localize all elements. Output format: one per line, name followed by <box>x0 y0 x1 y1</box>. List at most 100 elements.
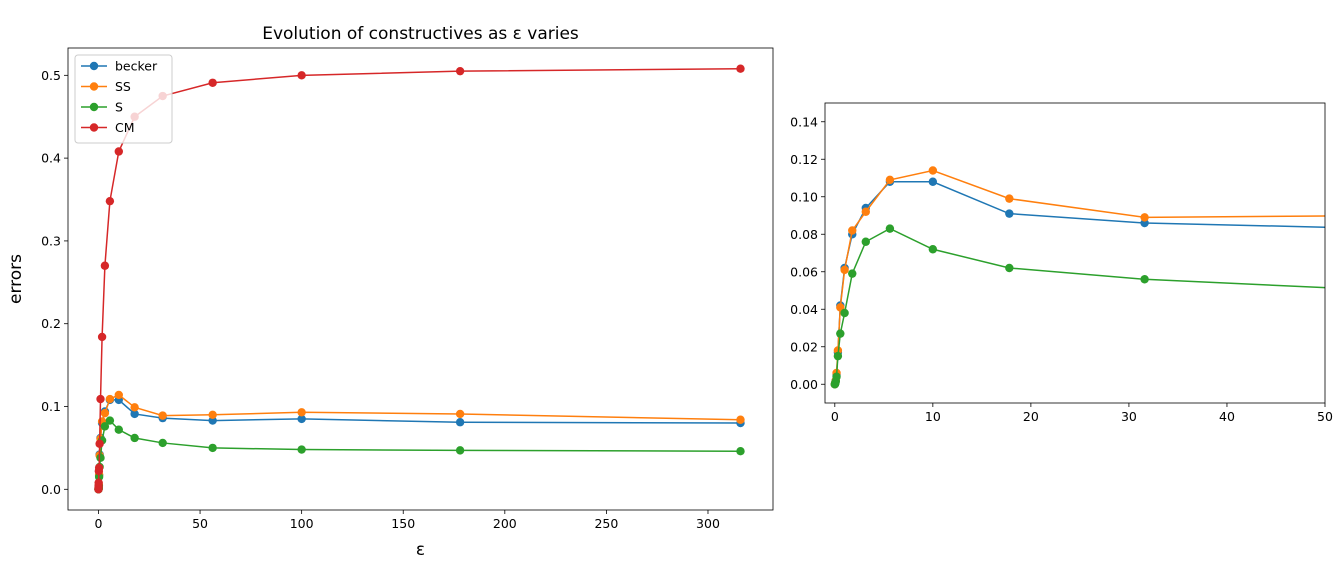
plot-area <box>830 166 1325 389</box>
data-point <box>1005 209 1014 218</box>
x-tick-label: 20 <box>1023 409 1039 424</box>
y-tick-label: 0.08 <box>790 227 818 242</box>
data-point <box>97 332 107 342</box>
y-axis-label: errors <box>6 254 26 304</box>
data-point <box>848 269 857 278</box>
data-point <box>208 410 217 419</box>
series-line-SS <box>97 394 741 490</box>
legend-marker <box>89 82 99 91</box>
data-point <box>455 66 465 76</box>
data-point <box>100 408 110 418</box>
chart-title: Evolution of constructives as ε varies <box>262 24 579 44</box>
axes-frame <box>67 47 774 511</box>
data-point <box>208 78 217 87</box>
data-point <box>100 261 110 270</box>
data-point <box>105 196 115 206</box>
data-point <box>94 463 104 472</box>
data-point <box>840 265 849 275</box>
y-tick-label: 0.3 <box>41 233 61 248</box>
x-axis-label: ε <box>416 540 425 560</box>
y-tick-label: 0.02 <box>790 339 818 354</box>
data-point <box>114 425 123 434</box>
x-tick-label: 40 <box>1219 409 1235 424</box>
data-point <box>96 394 105 404</box>
legend-label: S <box>115 100 123 115</box>
plot-area <box>94 64 745 494</box>
data-point <box>885 175 895 185</box>
data-point <box>100 422 110 431</box>
data-point <box>1005 263 1014 273</box>
data-point <box>105 394 115 404</box>
data-point <box>1005 194 1014 203</box>
y-tick-label: 0.00 <box>790 377 818 392</box>
zoom-chart: 0 10 20 30 40 50 0.00 0.02 0.04 0.06 0.08 0.10 0.12 0… <box>790 102 1333 424</box>
legend-item-becker: becker <box>81 59 158 74</box>
data-point <box>836 329 845 338</box>
legend-label: CM <box>115 120 135 135</box>
legend-marker <box>89 102 99 112</box>
data-point <box>297 71 306 80</box>
x-tick-label: 150 <box>391 516 415 531</box>
data-point <box>455 409 465 419</box>
series-line-CM <box>97 67 741 490</box>
data-point <box>840 308 849 318</box>
data-point <box>208 416 217 425</box>
x-tick-label: 50 <box>1317 409 1333 424</box>
data-point <box>297 414 306 424</box>
y-tick-label: 0.12 <box>790 152 818 167</box>
data-point <box>95 439 104 448</box>
legend-label: becker <box>115 59 158 74</box>
x-tick-label: 30 <box>1121 409 1137 424</box>
data-point <box>736 447 745 456</box>
data-point <box>885 224 895 233</box>
y-tick-label: 0.4 <box>41 151 61 166</box>
x-tick-label: 250 <box>594 516 618 531</box>
y-tick-label: 0.5 <box>41 68 61 83</box>
data-point <box>861 237 870 246</box>
data-point <box>928 245 938 254</box>
data-point <box>736 64 745 73</box>
data-point <box>130 403 139 412</box>
legend-label: SS <box>115 79 131 94</box>
x-tick-label: 200 <box>493 516 517 531</box>
data-point <box>114 147 123 156</box>
data-point <box>130 409 139 419</box>
data-point <box>928 177 938 186</box>
y-tick-label: 0.14 <box>790 114 818 129</box>
x-tick-label: 300 <box>696 516 720 531</box>
legend-box <box>74 54 173 144</box>
x-tick-label: 0 <box>831 409 839 424</box>
x-tick-label: 50 <box>192 516 208 531</box>
legend-item-CM: CM <box>81 120 135 135</box>
data-point <box>114 390 123 400</box>
data-point <box>928 166 938 175</box>
series-line-S <box>97 419 741 490</box>
data-point <box>208 443 217 453</box>
x-tick-label: 0 <box>94 516 102 531</box>
data-point <box>861 207 870 216</box>
legend-item-SS: SS <box>81 79 131 94</box>
data-point <box>94 478 103 487</box>
legend-marker <box>89 123 99 132</box>
legend-marker <box>89 61 99 71</box>
data-point <box>130 433 139 443</box>
data-point <box>105 416 115 425</box>
data-point <box>1140 275 1149 284</box>
data-point <box>832 372 841 381</box>
y-tick-label: 0.10 <box>790 189 818 204</box>
data-point <box>1140 213 1149 222</box>
y-tick-label: 0.04 <box>790 302 818 317</box>
data-point <box>158 438 167 448</box>
data-point <box>297 408 306 417</box>
legend-item-S: S <box>81 100 123 115</box>
data-point <box>736 415 745 424</box>
y-tick-label: 0.06 <box>790 264 818 279</box>
data-point <box>158 411 167 420</box>
data-point <box>848 226 857 235</box>
y-tick-label: 0.2 <box>41 316 61 331</box>
y-tick-label: 0.0 <box>41 482 61 497</box>
series-line-2 <box>834 227 1325 385</box>
data-point <box>833 351 843 361</box>
